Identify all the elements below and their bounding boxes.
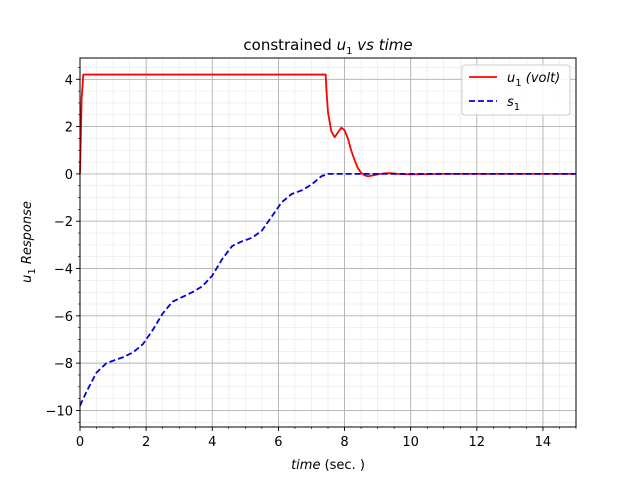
major-grid: [79, 58, 576, 427]
x-tick-label: 8: [340, 435, 348, 450]
legend-label-s1: s1: [507, 95, 520, 113]
x-tick-label: 4: [208, 435, 216, 450]
ticks: [76, 67, 577, 431]
x-tick-label: 10: [402, 435, 419, 450]
y-tick-label: 4: [65, 73, 73, 88]
y-tick-label: 0: [65, 168, 73, 183]
y-axis-label: u1 Response: [20, 201, 38, 283]
y-tick-label: 2: [65, 121, 73, 136]
series-layer: [79, 73, 576, 407]
x-tick-label: 12: [469, 435, 486, 450]
y-tick-label: −10: [46, 404, 73, 419]
x-tick-label: 14: [535, 435, 552, 450]
x-tick-label: 2: [142, 435, 150, 450]
x-axis-label: time (sec. ): [291, 458, 365, 473]
y-tick-label: −2: [54, 215, 73, 230]
y-tick-label: −8: [54, 357, 73, 372]
tick-labels: 0 2 4 6 8 10 12 14 −10 −8 −6 −4 −2 0 2 4: [46, 73, 552, 450]
y-tick-label: −4: [54, 263, 73, 278]
x-tick-label: 0: [76, 435, 84, 450]
y-tick-label: −6: [54, 310, 73, 325]
x-tick-label: 6: [274, 435, 282, 450]
series-line-s1: [79, 172, 576, 407]
chart-title: constrained u1 vs time: [243, 36, 412, 57]
legend: u1 (volt) s1: [461, 64, 571, 116]
legend-label-u1: u1 (volt): [507, 71, 560, 89]
